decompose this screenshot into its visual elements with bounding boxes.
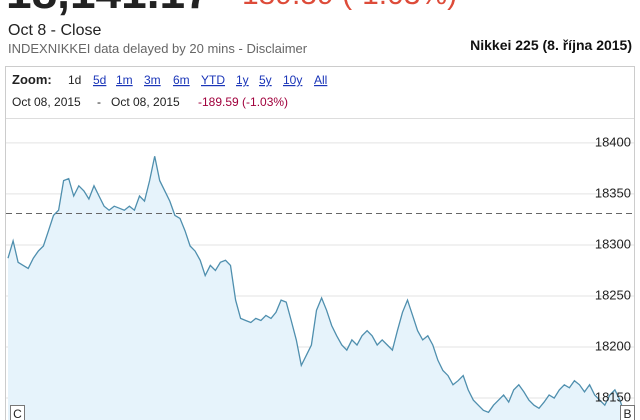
- range-end: Oct 08, 2015: [111, 95, 180, 109]
- y-tick-label: 18300: [595, 236, 631, 251]
- price-change: -189.59 (-1.03%): [232, 0, 457, 11]
- price-line: [7, 156, 626, 416]
- zoom-option[interactable]: YTD: [201, 73, 225, 87]
- annotation-flag: [620, 405, 635, 420]
- range-change: -189.59 (-1.03%): [198, 95, 288, 109]
- zoom-option[interactable]: 5d: [93, 73, 106, 87]
- chart-frame: [5, 66, 635, 420]
- zoom-option[interactable]: 6m: [173, 73, 190, 87]
- area-fill: [8, 156, 625, 420]
- annotation-label: C: [13, 407, 22, 420]
- y-tick-label: 18400: [595, 134, 631, 149]
- range-sep: -: [97, 95, 101, 109]
- zoom-option[interactable]: 10y: [283, 73, 302, 87]
- y-tick-label: 18250: [595, 287, 631, 302]
- zoom-label: Zoom:: [12, 72, 52, 87]
- status: Oct 8 - Close: [8, 22, 101, 39]
- annotation-label: B: [623, 407, 631, 420]
- zoom-option[interactable]: 3m: [144, 73, 161, 87]
- y-tick-label: 18350: [595, 185, 631, 200]
- y-tick-label: 18150: [595, 389, 631, 404]
- source: INDEXNIKKEI data delayed by 20 mins - Di…: [8, 41, 308, 56]
- range-start: Oct 08, 2015: [12, 95, 81, 109]
- zoom-option[interactable]: All: [314, 73, 327, 87]
- zoom-option[interactable]: 5y: [259, 73, 272, 87]
- zoom-option[interactable]: 1y: [236, 73, 249, 87]
- annotation-flag: [10, 405, 25, 420]
- zoom-option[interactable]: 1d: [68, 73, 81, 87]
- zoom-option[interactable]: 1m: [116, 73, 133, 87]
- price: 18,141.17: [6, 0, 211, 18]
- caption: Nikkei 225 (8. října 2015): [470, 37, 632, 53]
- y-tick-label: 18200: [595, 338, 631, 353]
